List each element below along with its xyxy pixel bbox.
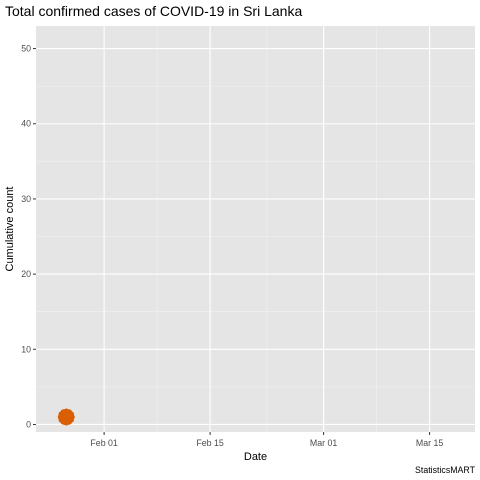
x-tick-label: Mar 01 (310, 438, 337, 448)
y-tick-label: 30 (21, 194, 31, 204)
x-tick-label: Feb 01 (90, 438, 117, 448)
chart-title: Total confirmed cases of COVID-19 in Sri… (5, 3, 302, 19)
data-point (57, 408, 75, 426)
y-axis-ticks: 0 10 20 30 40 50 (21, 44, 36, 429)
y-tick-label: 20 (21, 269, 31, 279)
data-points (57, 408, 75, 426)
plot-panel (36, 26, 475, 432)
x-tick-label: Feb 15 (196, 438, 223, 448)
x-axis-title: Date (244, 451, 267, 463)
grid-lines (36, 26, 475, 432)
x-tick-label: Mar 15 (416, 438, 443, 448)
chart-caption: StatisticsMART (415, 465, 476, 475)
y-tick-label: 0 (26, 419, 31, 429)
y-tick-label: 10 (21, 344, 31, 354)
y-tick-label: 40 (21, 119, 31, 129)
y-tick-label: 50 (21, 44, 31, 54)
x-axis-ticks: Feb 01 Feb 15 Mar 01 Mar 15 (90, 432, 443, 448)
y-axis-title: Cumulative count (4, 187, 16, 272)
